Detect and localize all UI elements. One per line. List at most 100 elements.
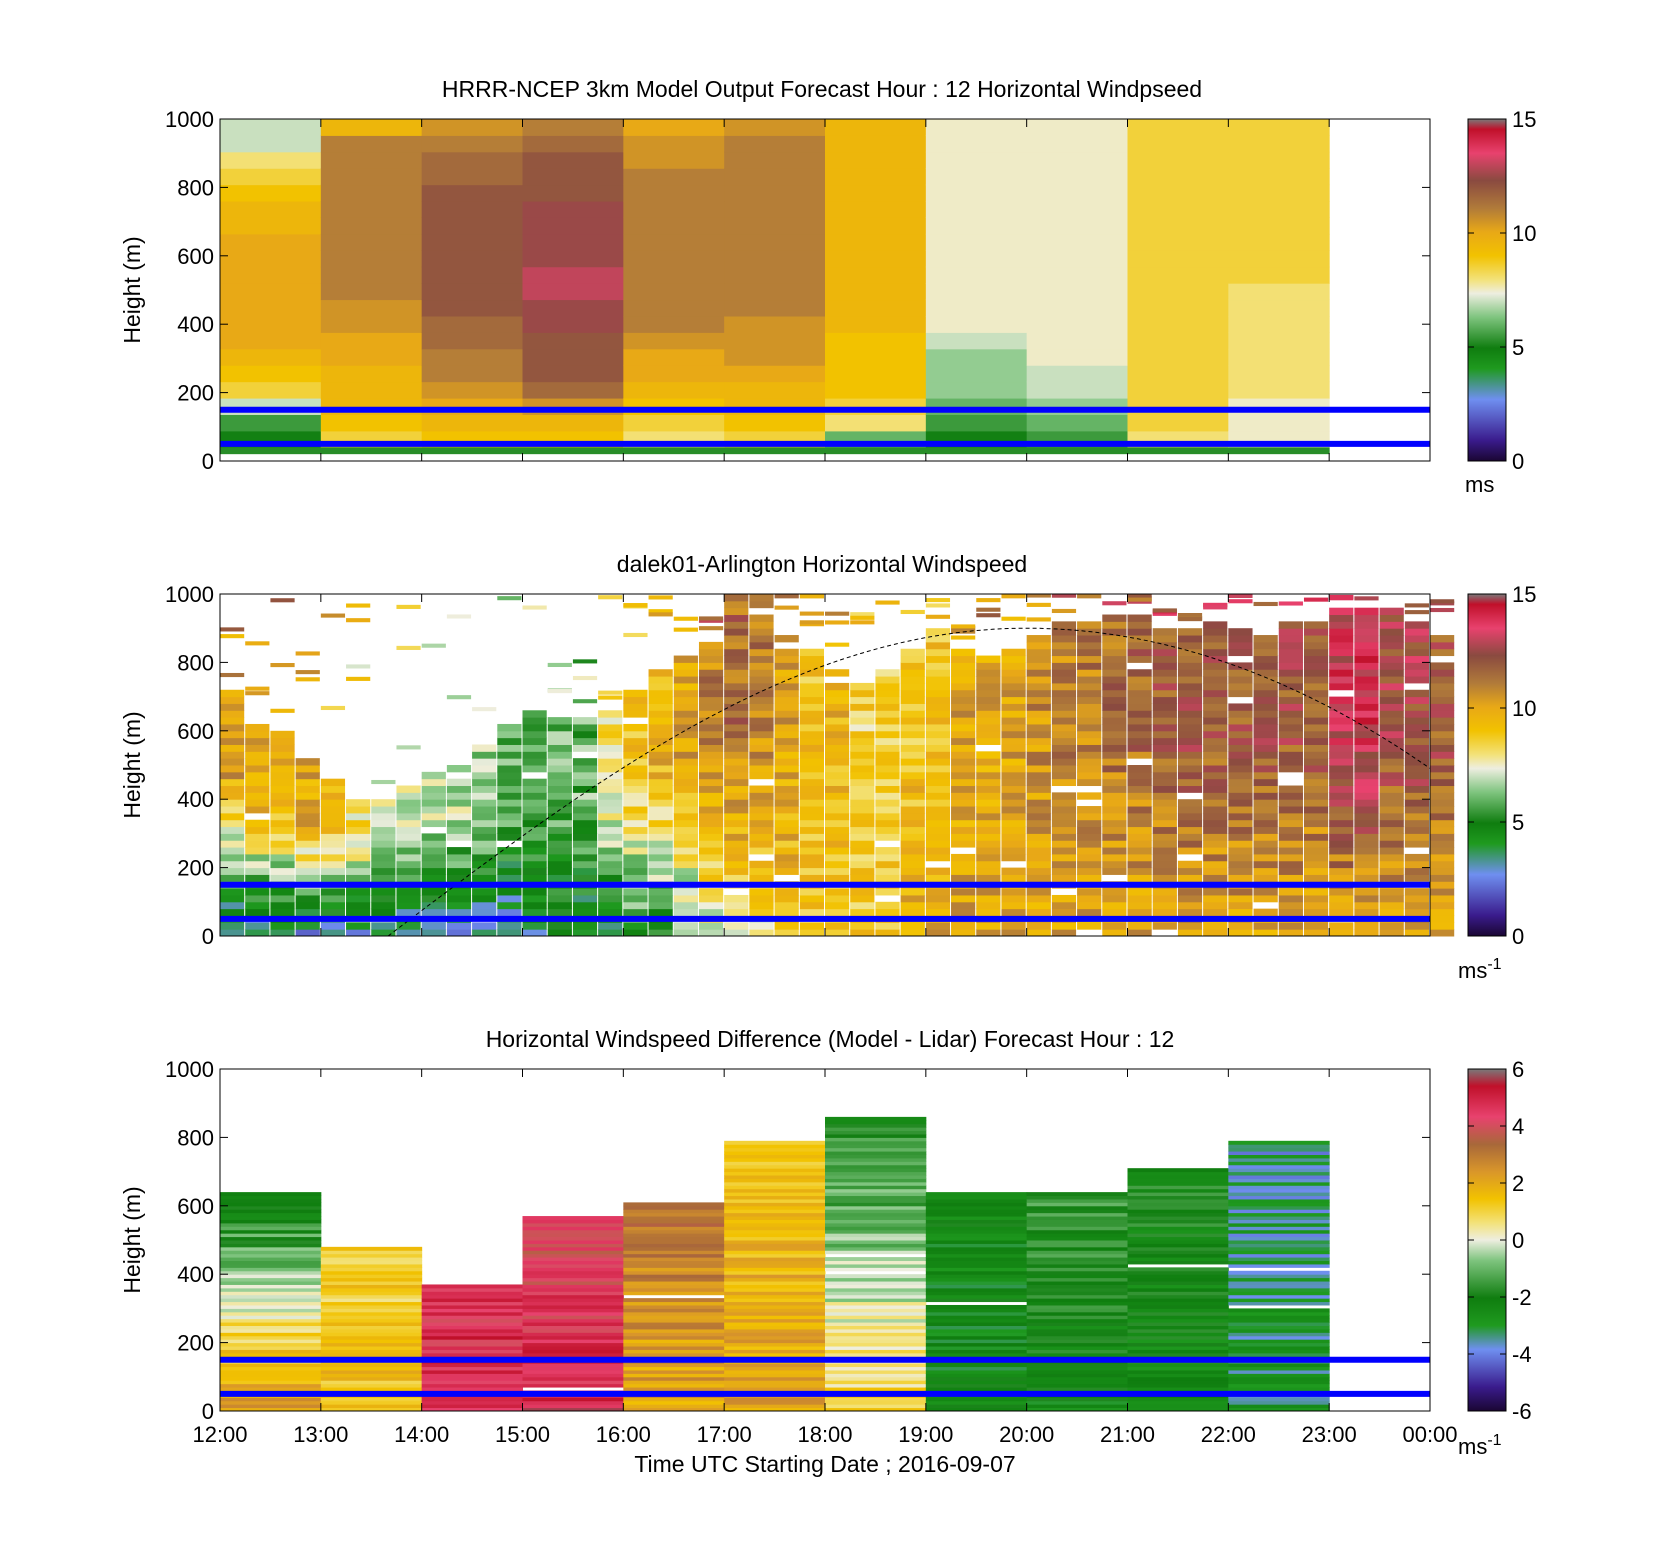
heatmap-cell: [270, 771, 295, 780]
heatmap-cell: [724, 1243, 826, 1248]
heatmap-cell: [1278, 799, 1303, 807]
heatmap-cell: [749, 799, 774, 807]
heatmap-cell: [1077, 853, 1102, 862]
heatmap-cell: [850, 778, 875, 787]
heatmap-cell: [1051, 682, 1077, 691]
heatmap-cell: [1253, 888, 1278, 896]
heatmap-cell: [1051, 819, 1077, 828]
heatmap-cell: [1127, 744, 1152, 752]
heatmap-cell: [320, 1315, 423, 1320]
heatmap-cell: [1404, 696, 1429, 704]
y-tick-label: 400: [177, 787, 214, 812]
heatmap-cell: [220, 1250, 322, 1255]
heatmap-cell: [220, 1294, 322, 1299]
heatmap-cell: [1177, 874, 1203, 882]
heatmap-cell: [371, 819, 396, 828]
heatmap-cell: [925, 696, 951, 704]
heatmap-cell: [749, 641, 774, 650]
heatmap-cell: [825, 1147, 927, 1152]
heatmap-cell: [1404, 662, 1429, 670]
heatmap-cell: [421, 1301, 523, 1306]
heatmap-cell: [1303, 792, 1329, 800]
heatmap-cell: [724, 1198, 826, 1203]
heatmap-cell: [1253, 676, 1278, 684]
heatmap-cell: [1001, 669, 1026, 677]
heatmap-cell: [1303, 929, 1329, 937]
heatmap-cell: [850, 894, 875, 903]
heatmap-cell: [497, 751, 522, 759]
heatmap-cell: [1203, 888, 1228, 896]
heatmap-cell: [598, 840, 623, 848]
heatmap-cell: [925, 1315, 1028, 1320]
heatmap-cell: [724, 1308, 826, 1313]
heatmap-cell: [724, 1346, 826, 1350]
heatmap-cell: [1228, 847, 1253, 855]
heatmap-cell: [220, 901, 245, 910]
heatmap-cell: [875, 771, 900, 780]
heatmap-cell: [472, 901, 497, 910]
heatmap-cell: [320, 1339, 423, 1344]
heatmap-cell: [497, 929, 522, 937]
heatmap-cell: [472, 867, 497, 875]
heatmap-cell: [220, 1400, 322, 1405]
heatmap-cell: [1001, 771, 1026, 780]
heatmap-cell: [1404, 833, 1429, 841]
heatmap-cell: [1077, 833, 1102, 841]
heatmap-cell: [1278, 840, 1303, 848]
colorbar-gradient: [1467, 593, 1507, 937]
heatmap-cell: [1228, 1318, 1330, 1323]
heatmap-cell: [295, 847, 320, 855]
heatmap-cell: [572, 819, 598, 828]
heatmap-cell: [320, 1407, 423, 1412]
heatmap-cell: [1177, 908, 1203, 916]
heatmap-cell: [976, 812, 1001, 821]
heatmap-cell: [320, 1400, 423, 1405]
heatmap-cell: [724, 641, 749, 650]
heatmap-cell: [1278, 601, 1303, 606]
heatmap-cell: [1228, 1373, 1330, 1378]
heatmap-cell: [572, 758, 598, 766]
heatmap-cell: [623, 1281, 725, 1285]
heatmap-cell: [295, 819, 320, 828]
heatmap-cell: [371, 894, 396, 903]
heatmap-cell: [850, 847, 875, 855]
heatmap-cell: [220, 737, 245, 745]
y-tick-label: 200: [177, 381, 214, 406]
heatmap-cell: [446, 695, 472, 700]
heatmap-cell: [421, 1342, 523, 1347]
heatmap-cell: [1329, 751, 1354, 759]
heatmap-cell: [421, 1315, 523, 1320]
heatmap-cell: [1228, 1205, 1330, 1210]
heatmap-cell: [1127, 168, 1229, 186]
heatmap-cell: [799, 778, 824, 787]
heatmap-cell: [1253, 922, 1278, 930]
heatmap-cell: [749, 894, 774, 903]
heatmap-cell: [1379, 648, 1404, 657]
heatmap-cell: [522, 929, 547, 937]
heatmap-cell: [1379, 628, 1404, 636]
heatmap-cell: [1127, 751, 1152, 759]
heatmap-cell: [648, 874, 673, 882]
heatmap-cell: [1026, 826, 1051, 834]
heatmap-cell: [623, 826, 648, 834]
heatmap-cell: [220, 634, 245, 639]
heatmap-cell: [1026, 1229, 1128, 1234]
heatmap-cell: [724, 1219, 826, 1224]
heatmap-cell: [698, 819, 724, 828]
heatmap-cell: [976, 689, 1001, 698]
heatmap-cell: [1253, 847, 1278, 855]
heatmap-cell: [320, 1342, 423, 1347]
heatmap-cell: [1404, 648, 1429, 657]
heatmap-cell: [623, 1253, 725, 1258]
heatmap-cell: [825, 765, 850, 773]
heatmap-cell: [1152, 635, 1177, 643]
heatmap-cell: [1253, 641, 1278, 650]
heatmap-cell: [396, 888, 421, 896]
heatmap-cell: [1127, 1304, 1229, 1309]
heatmap-cell: [472, 707, 497, 712]
heatmap-cell: [220, 1369, 322, 1374]
heatmap-cell: [1228, 1198, 1330, 1203]
heatmap-cell: [472, 806, 497, 814]
heatmap-cell: [1127, 119, 1229, 136]
heatmap-cell: [850, 806, 875, 814]
